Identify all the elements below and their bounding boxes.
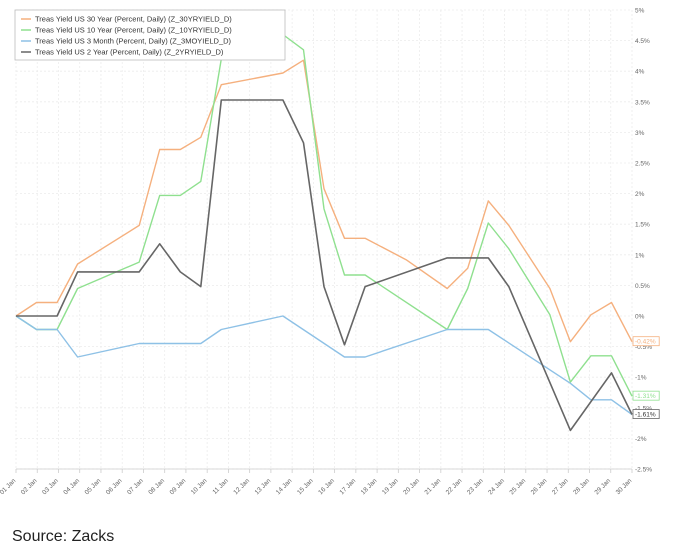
x-tick-label: 04 Jan: [62, 477, 81, 496]
y-tick-label: -0.5%: [635, 344, 652, 351]
series-lines: [15, 33, 633, 432]
y-tick-label: 2.5%: [635, 161, 650, 168]
x-tick-label: 08 Jan: [147, 477, 166, 496]
legend[interactable]: Treas Yield US 30 Year (Percent, Daily) …: [14, 9, 286, 61]
x-axis: 01 Jan 02 Jan 03 Jan 04 Jan 05 Jan 06 Jan 07 J…: [0, 468, 634, 496]
legend-entry: Treas Yield US 3 Month (Percent, Daily) …: [35, 37, 232, 46]
x-tick-label: 30 Jan: [615, 477, 634, 496]
x-tick-label: 15 Jan: [296, 477, 315, 496]
end-label-text: -1.31%: [635, 393, 656, 400]
x-tick-label: 01 Jan: [0, 477, 18, 496]
x-tick-label: 28 Jan: [572, 477, 591, 496]
x-tick-label: 16 Jan: [317, 477, 336, 496]
x-tick-label: 07 Jan: [126, 477, 145, 496]
y-tick-label: 2%: [635, 191, 645, 198]
end-value-labels: -0.42% -1.31% -1.61%: [632, 336, 660, 419]
x-tick-label: 23 Jan: [466, 477, 485, 496]
legend-box: [14, 9, 286, 61]
x-tick-label: 14 Jan: [275, 477, 294, 496]
x-tick-label: 20 Jan: [402, 477, 421, 496]
end-label-box: [632, 409, 660, 419]
y-tick-label: 0.5%: [635, 283, 650, 290]
x-tick-label: 18 Jan: [360, 477, 379, 496]
x-tick-label: 25 Jan: [508, 477, 527, 496]
x-tick-label: 13 Jan: [254, 477, 273, 496]
end-label-text: -0.42%: [635, 339, 656, 346]
y-tick-label: 0%: [635, 314, 645, 321]
series-line: [15, 33, 633, 397]
legend-entry: Treas Yield US 2 Year (Percent, Daily) (…: [35, 48, 224, 57]
end-label-box: [632, 390, 660, 401]
y-tick-label: 4%: [635, 69, 645, 76]
x-tick-label: 09 Jan: [169, 477, 188, 496]
y-tick-label: 5%: [635, 8, 645, 15]
end-value-label: -1.31%: [632, 390, 660, 401]
x-tick-label: 11 Jan: [211, 477, 230, 496]
y-tick-label: -2.5%: [635, 467, 652, 474]
end-label-text: -1.61%: [635, 412, 656, 419]
x-tick-label: 26 Jan: [530, 477, 549, 496]
legend-entry: Treas Yield US 30 Year (Percent, Daily) …: [35, 15, 232, 24]
series-line: [16, 99, 633, 432]
x-tick-label: 05 Jan: [84, 477, 103, 496]
y-tick-label: 3.5%: [635, 99, 650, 106]
x-tick-label: 24 Jan: [487, 477, 506, 496]
x-tick-label: 06 Jan: [105, 477, 124, 496]
y-tick-label: -1.5%: [635, 405, 652, 412]
y-tick-label: -1%: [635, 375, 647, 382]
end-value-label: -0.42%: [632, 336, 660, 347]
end-label-box: [632, 336, 660, 347]
x-tick-label: 19 Jan: [381, 477, 400, 496]
y-tick-label: 4.5%: [635, 38, 650, 45]
series-line: [15, 59, 633, 343]
x-tick-label: 02 Jan: [20, 477, 39, 496]
x-tick-label: 03 Jan: [41, 477, 60, 496]
x-tick-label: 27 Jan: [551, 477, 570, 496]
legend-entry: Treas Yield US 10 Year (Percent, Daily) …: [35, 26, 232, 35]
x-tick-label: 22 Jan: [445, 477, 464, 496]
x-tick-label: 17 Jan: [339, 477, 358, 496]
y-tick-label: 3%: [635, 130, 645, 137]
y-tick-label: 1%: [635, 252, 645, 259]
x-tick-label: 29 Jan: [593, 477, 612, 496]
grid-lines: [15, 9, 633, 470]
y-tick-label: 1.5%: [635, 222, 650, 229]
series-line: [15, 315, 633, 416]
y-axis: 5% 4.5% 4% 3.5% 3% 2.5% 2% 1.5% 1% 0.5% 0% -0.5% -1%…: [635, 8, 652, 474]
source-caption: Source: Zacks: [12, 528, 115, 545]
end-value-label: -1.61%: [632, 409, 660, 419]
yield-line-chart: 5% 4.5% 4% 3.5% 3% 2.5% 2% 1.5% 1% 0.5% 0% -0.5% -1%…: [0, 8, 660, 496]
x-tick-label: 12 Jan: [232, 477, 251, 496]
y-tick-label: -2%: [635, 436, 647, 443]
x-tick-label: 10 Jan: [190, 477, 209, 496]
x-tick-label: 21 Jan: [423, 477, 442, 496]
